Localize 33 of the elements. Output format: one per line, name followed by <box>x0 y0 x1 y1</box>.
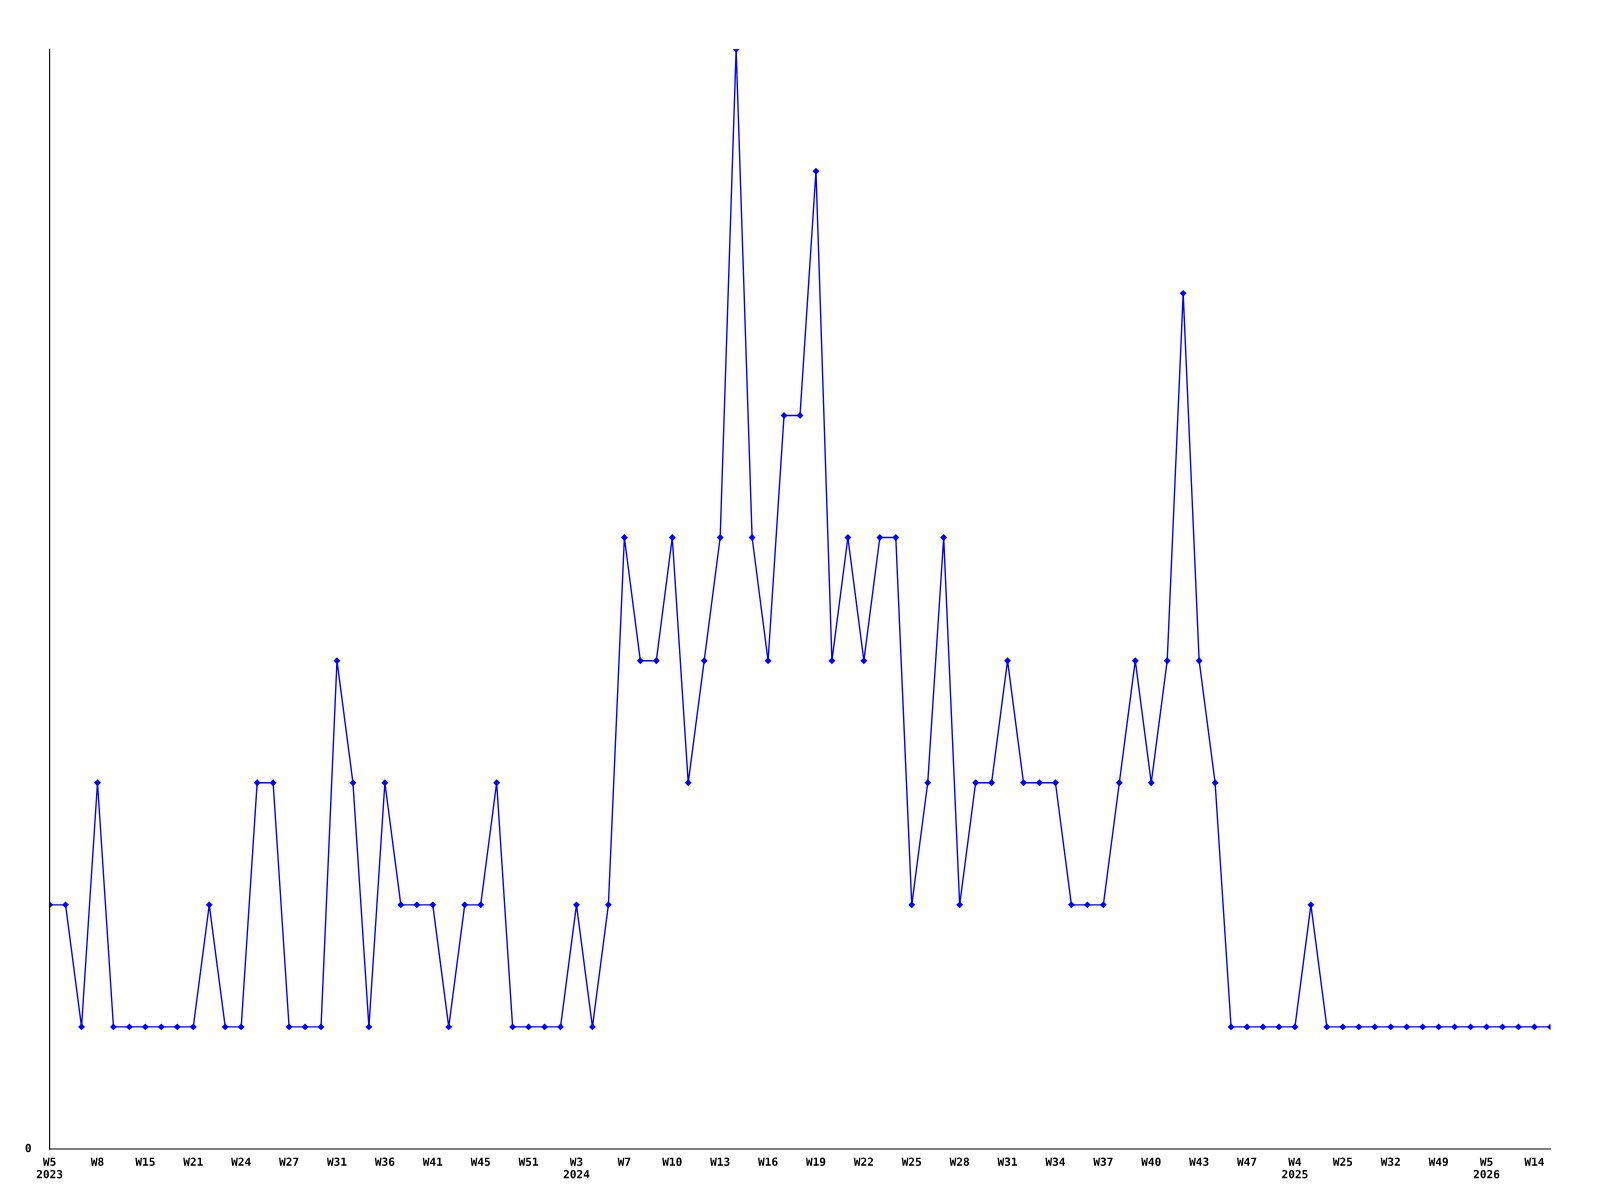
x-tick-label: W24 <box>231 1157 251 1166</box>
x-tick-label: W31 <box>997 1157 1018 1166</box>
x-tick-label: W32 <box>1380 1157 1400 1166</box>
x-tick-label: W47 <box>1237 1157 1257 1166</box>
x-tick-label: W13 <box>710 1157 730 1166</box>
x-tick-label: W19 <box>805 1157 826 1166</box>
x-tick-label: W25 <box>901 1157 922 1166</box>
x-tick-label: W40 <box>1141 1157 1161 1166</box>
x-tick-label: W27 <box>279 1157 299 1166</box>
x-tick-label: W25 <box>1332 1157 1353 1166</box>
x-tick-label: W4 2025 <box>1282 1157 1308 1179</box>
x-tick-label: W5 2023 <box>36 1157 63 1179</box>
x-tick-label: W10 <box>662 1157 682 1166</box>
x-tick-label: W31 <box>326 1157 347 1166</box>
x-tick-label: W49 <box>1428 1157 1448 1166</box>
x-tick-label: W36 <box>374 1157 395 1166</box>
x-tick-label: W37 <box>1093 1157 1113 1166</box>
x-tick-label: W22 <box>853 1157 873 1166</box>
x-tick-label: W51 <box>518 1157 539 1166</box>
x-tick-label: W8 <box>90 1157 104 1166</box>
x-tick-label: W5 2026 <box>1473 1157 1500 1179</box>
x-tick-label: W34 <box>1045 1157 1065 1166</box>
x-tick-label: W3 2024 <box>563 1157 590 1179</box>
x-tick-label: W41 <box>422 1157 443 1166</box>
text: 0 <box>25 1143 31 1153</box>
x-tick-label: W14 <box>1524 1157 1544 1166</box>
x-tick-label: W21 <box>183 1157 203 1166</box>
x-tick-label: W45 <box>470 1157 490 1166</box>
x-tick-label: W16 <box>758 1157 778 1166</box>
x-tick-label: W28 <box>949 1157 969 1166</box>
x-tick-label: W15 <box>135 1157 155 1166</box>
x-tick-label: W43 <box>1189 1157 1209 1166</box>
x-tick-label: W7 <box>617 1157 631 1166</box>
